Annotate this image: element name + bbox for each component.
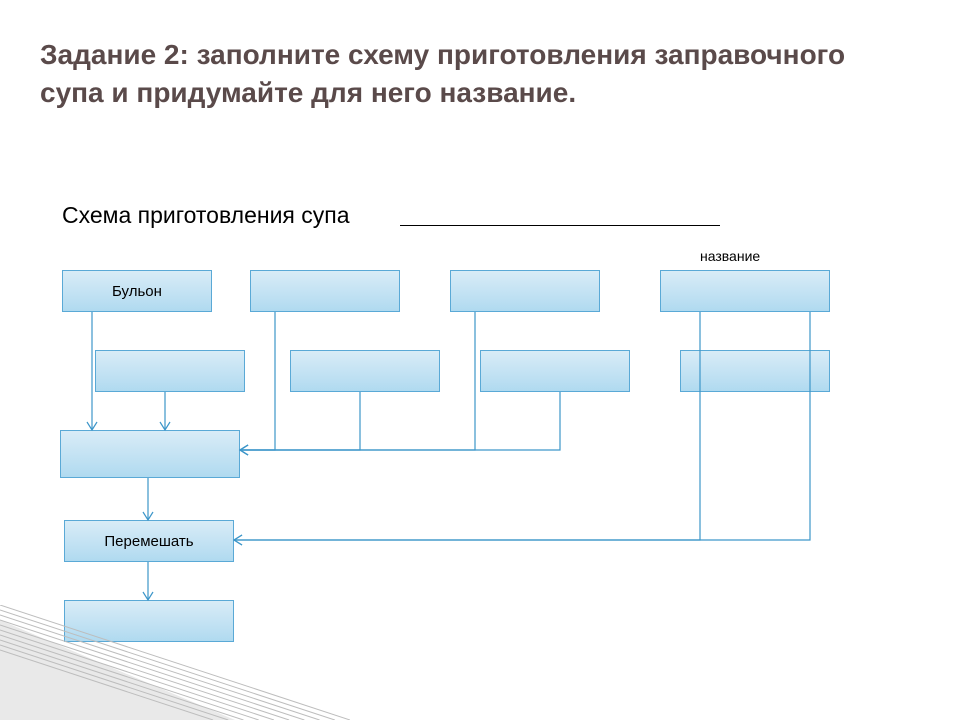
box-r1c1: Бульон <box>62 270 212 312</box>
box-label: Бульон <box>112 283 162 300</box>
box-r2c2 <box>290 350 440 392</box>
box-r4: Перемешать <box>64 520 234 562</box>
blank-name-caption: название <box>700 248 760 264</box>
box-r2c4 <box>680 350 830 392</box>
box-r3 <box>60 430 240 478</box>
box-label: Перемешать <box>104 533 193 550</box>
scheme-subtitle: Схема приготовления супа <box>62 202 350 229</box>
box-r1c4 <box>660 270 830 312</box>
corner-hatch-lines <box>0 605 350 720</box>
blank-name-line <box>400 225 720 226</box>
page-title: Задание 2: заполните схему приготовления… <box>40 36 860 112</box>
box-r2c1 <box>95 350 245 392</box>
box-r1c2 <box>250 270 400 312</box>
box-r1c3 <box>450 270 600 312</box>
box-r2c3 <box>480 350 630 392</box>
